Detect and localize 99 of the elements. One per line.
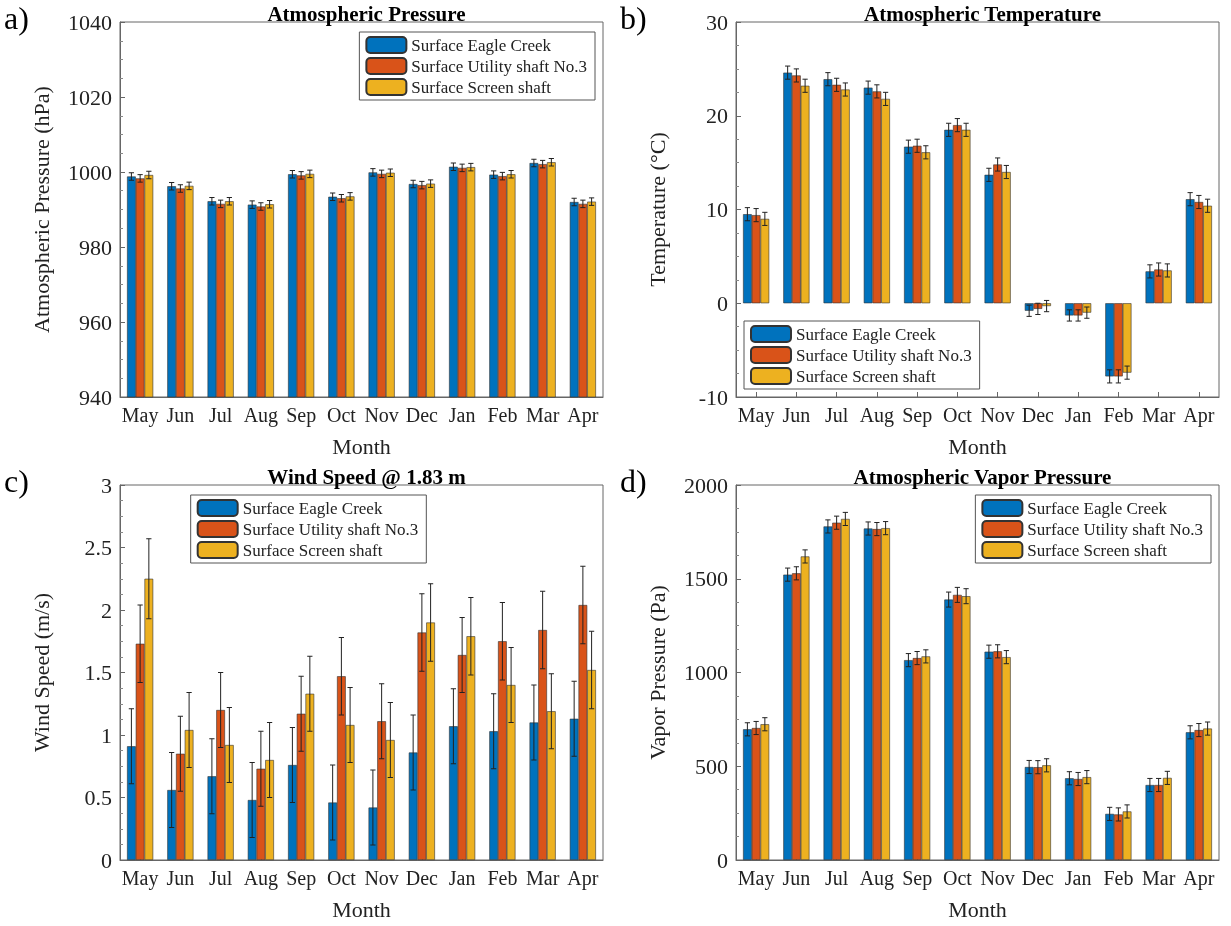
x-tick-label: Aug bbox=[243, 867, 279, 890]
x-tick-label: Feb bbox=[1103, 867, 1134, 889]
x-tick-label: Sep bbox=[286, 404, 317, 427]
x-tick-label: May bbox=[121, 404, 159, 427]
x-tick-label: Jun bbox=[782, 867, 811, 889]
x-tick-label: Apr bbox=[567, 867, 599, 890]
y-tick-label: 0 bbox=[101, 847, 112, 873]
x-axis-title: Month bbox=[332, 896, 391, 922]
x-tick-label: Nov bbox=[980, 867, 1015, 889]
legend-label: Surface Screen shaft bbox=[411, 77, 552, 97]
x-axis-title: Month bbox=[332, 433, 391, 459]
x-tick-label: Jul bbox=[824, 404, 849, 426]
y-tick-label: 1.5 bbox=[84, 660, 112, 685]
x-tick-label: Aug bbox=[859, 867, 895, 890]
text: d) bbox=[620, 463, 647, 499]
x-tick-label: Oct bbox=[326, 867, 357, 889]
y-axis-title: Vapor Pressure (Pa) bbox=[644, 585, 670, 760]
text: a) bbox=[4, 0, 29, 36]
x-tick-label: Sep bbox=[902, 867, 933, 890]
y-tick-label: 1000 bbox=[68, 159, 112, 185]
x-tick-label: Aug bbox=[243, 404, 279, 427]
x-tick-label: May bbox=[737, 404, 775, 427]
y-tick-label: 30 bbox=[706, 9, 728, 35]
legend-label: Surface Screen shaft bbox=[242, 540, 383, 560]
y-tick-label: 980 bbox=[79, 234, 112, 260]
legend-label: Surface Eagle Creek bbox=[242, 498, 383, 518]
x-tick-label: Jan bbox=[448, 404, 476, 426]
y-tick-label: 1020 bbox=[68, 84, 112, 110]
x-tick-label: Sep bbox=[286, 867, 317, 890]
y-tick-label: 2.5 bbox=[84, 535, 112, 560]
legend-label: Surface Screen shaft bbox=[1027, 540, 1168, 560]
x-tick-label: Mar bbox=[1141, 404, 1176, 426]
y-tick-label: 0.5 bbox=[84, 785, 112, 810]
x-tick-label: Oct bbox=[326, 404, 357, 426]
x-tick-label: Sep bbox=[902, 404, 933, 427]
x-tick-label: Dec bbox=[405, 404, 439, 426]
x-tick-label: Aug bbox=[859, 404, 895, 427]
x-tick-label: Feb bbox=[1103, 404, 1134, 426]
x-tick-label: Jun bbox=[166, 404, 195, 426]
x-tick-label: Nov bbox=[364, 867, 399, 889]
legend-label: Surface Utility shaft No.3 bbox=[796, 345, 972, 365]
chart-title: Atmospheric Vapor Pressure bbox=[853, 464, 1112, 489]
x-tick-label: Mar bbox=[525, 867, 560, 889]
legend-label: Surface Screen shaft bbox=[796, 366, 936, 386]
y-tick-label: 0 bbox=[717, 847, 728, 873]
y-axis-title: Wind Speed (m/s) bbox=[28, 592, 54, 753]
x-tick-label: Oct bbox=[942, 404, 973, 426]
x-tick-label: Jun bbox=[782, 404, 811, 426]
y-axis-title: Temperature (°C) bbox=[644, 132, 670, 287]
x-tick-label: Apr bbox=[567, 404, 599, 427]
y-tick-label: -10 bbox=[698, 384, 728, 410]
x-tick-label: Jul bbox=[824, 867, 849, 889]
x-tick-label: Jan bbox=[1064, 867, 1092, 889]
y-tick-label: 10 bbox=[706, 197, 728, 222]
x-axis-title: Month bbox=[948, 896, 1007, 922]
y-tick-label: 500 bbox=[695, 753, 728, 779]
legend-label: Surface Utility shaft No.3 bbox=[411, 56, 588, 76]
y-tick-label: 3 bbox=[101, 472, 112, 498]
legend-label: Surface Eagle Creek bbox=[411, 35, 552, 55]
x-tick-label: Jul bbox=[208, 867, 233, 889]
x-tick-label: Apr bbox=[1183, 404, 1215, 427]
x-tick-label: Dec bbox=[1021, 404, 1055, 426]
legend-label: Surface Utility shaft No.3 bbox=[242, 519, 419, 539]
x-tick-label: Jan bbox=[1064, 404, 1092, 426]
y-tick-label: 20 bbox=[706, 103, 728, 129]
y-tick-label: 0 bbox=[717, 290, 728, 316]
x-tick-label: Nov bbox=[364, 404, 399, 426]
y-tick-label: 1 bbox=[101, 722, 112, 748]
y-tick-label: 1040 bbox=[68, 9, 112, 35]
x-tick-label: Oct bbox=[942, 867, 973, 889]
chart-title: Atmospheric Temperature bbox=[864, 1, 1101, 26]
text: b) bbox=[620, 0, 647, 36]
y-tick-label: 940 bbox=[79, 384, 112, 410]
y-tick-label: 2 bbox=[101, 597, 112, 623]
x-tick-label: Mar bbox=[525, 404, 560, 426]
x-tick-label: Jul bbox=[208, 404, 233, 426]
x-tick-label: Mar bbox=[1141, 867, 1176, 889]
legend-label: Surface Eagle Creek bbox=[1027, 498, 1168, 518]
legend-label: Surface Eagle Creek bbox=[796, 324, 937, 344]
x-tick-label: Feb bbox=[487, 404, 518, 426]
y-axis-title: Atmospheric Pressure (hPa) bbox=[28, 86, 54, 333]
y-tick-label: 960 bbox=[79, 309, 112, 335]
x-tick-label: Dec bbox=[405, 867, 439, 889]
x-tick-label: Jan bbox=[448, 867, 476, 889]
x-tick-label: May bbox=[737, 867, 775, 890]
y-tick-label: 1500 bbox=[684, 566, 728, 592]
x-tick-label: Dec bbox=[1021, 867, 1055, 889]
chart-title: Wind Speed @ 1.83 m bbox=[267, 464, 467, 489]
x-tick-label: Jun bbox=[166, 867, 195, 889]
text: c) bbox=[4, 463, 29, 499]
x-tick-label: Nov bbox=[980, 404, 1015, 426]
y-tick-label: 1000 bbox=[684, 660, 728, 685]
y-tick-label: 2000 bbox=[684, 472, 728, 498]
x-axis-title: Month bbox=[948, 433, 1007, 459]
x-tick-label: Feb bbox=[487, 867, 518, 889]
x-tick-label: Apr bbox=[1183, 867, 1215, 890]
chart-title: Atmospheric Pressure bbox=[267, 1, 466, 26]
legend-label: Surface Utility shaft No.3 bbox=[1027, 519, 1204, 539]
x-tick-label: May bbox=[121, 867, 159, 890]
